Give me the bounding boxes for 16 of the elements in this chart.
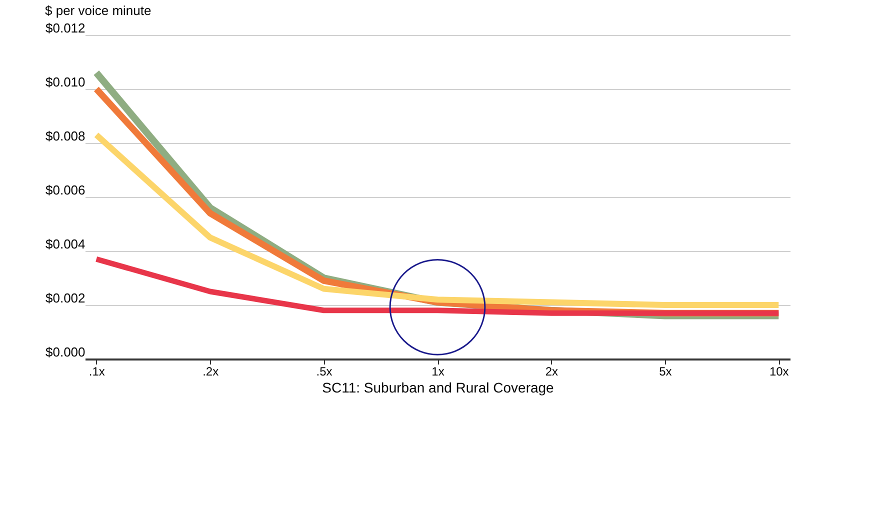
x-tick-label: .2x bbox=[202, 364, 219, 378]
y-tick-label: $0.000 bbox=[46, 344, 86, 360]
y-axis-title: $ per voice minute bbox=[45, 3, 152, 18]
x-tick-label: 1x bbox=[432, 364, 444, 378]
y-tick-label: $0.004 bbox=[46, 236, 86, 252]
x-tick-label: .5x bbox=[316, 364, 332, 378]
y-tick-label: $0.006 bbox=[46, 182, 86, 198]
y-tick-label: $0.010 bbox=[46, 74, 86, 90]
y-tick-label: $0.002 bbox=[46, 290, 86, 306]
y-tick-label: $0.012 bbox=[46, 20, 86, 36]
x-tick-label: 2x bbox=[545, 364, 558, 378]
y-tick-label: $0.008 bbox=[46, 128, 86, 144]
x-axis-title: SC11: Suburban and Rural Coverage bbox=[322, 380, 554, 396]
x-tick-label: .1x bbox=[88, 364, 105, 378]
x-tick-label: 10x bbox=[769, 364, 789, 378]
x-tick-label: 5x bbox=[659, 364, 672, 378]
